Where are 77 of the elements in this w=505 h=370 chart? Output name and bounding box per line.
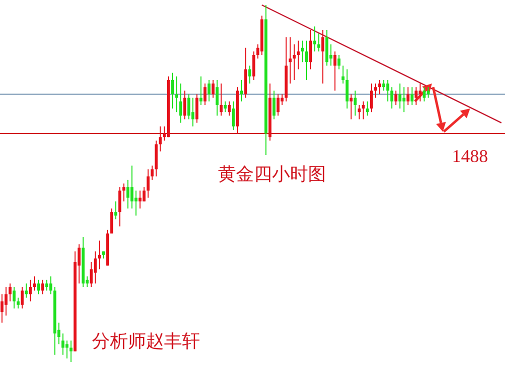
candlestick	[110, 208, 114, 234]
annotation: 1488	[452, 146, 488, 166]
candlestick	[61, 332, 64, 356]
candlestick	[366, 100, 369, 116]
candlestick	[0, 294, 4, 324]
annotation: 黄金四小时图	[218, 164, 326, 184]
candlestick	[94, 250, 97, 284]
candlestick	[382, 79, 386, 92]
candlestick	[350, 94, 353, 120]
candlestick	[24, 282, 28, 298]
candlestick	[272, 90, 276, 120]
candlestick	[28, 279, 32, 302]
candlestick	[422, 86, 426, 102]
candlestick	[410, 86, 414, 106]
candlestick	[300, 40, 304, 63]
candlestick	[402, 86, 406, 113]
candlestick	[4, 286, 8, 316]
candlestick	[183, 90, 186, 120]
candlestick	[90, 262, 93, 288]
candlestick	[212, 79, 215, 98]
candlestick	[134, 190, 138, 216]
candlestick	[276, 94, 280, 116]
candlestick	[228, 100, 231, 116]
candlestick	[333, 50, 336, 92]
candlestick	[362, 100, 365, 120]
candlestick	[114, 200, 118, 220]
candlestick	[240, 79, 243, 102]
candlestick	[204, 83, 206, 106]
candlestick	[394, 90, 398, 106]
candlestick	[8, 282, 12, 302]
candlestick	[195, 94, 198, 124]
candlestick	[70, 340, 72, 362]
candlestick	[199, 76, 202, 106]
candlestick	[20, 286, 24, 309]
annotation: 分析师赵丰轩	[92, 331, 200, 351]
candlestick	[378, 79, 382, 95]
candlestick	[122, 183, 126, 202]
candlestick	[313, 26, 316, 52]
candlestick	[232, 100, 235, 130]
candlestick	[317, 33, 320, 52]
candlestick	[374, 83, 377, 98]
candlestick	[406, 86, 410, 106]
candlestick	[296, 40, 300, 70]
candlestick	[150, 165, 154, 180]
candlestick	[126, 179, 130, 209]
candlestick	[158, 126, 162, 152]
candlestick	[208, 79, 211, 102]
candlestick	[305, 40, 308, 80]
candlestick	[216, 79, 219, 116]
candlestick	[33, 276, 36, 292]
candlestick	[426, 86, 430, 98]
candlestick	[98, 240, 101, 270]
candlestick	[175, 76, 178, 113]
candlestick	[309, 29, 312, 70]
candlestick	[398, 83, 402, 110]
candlestick	[66, 340, 68, 359]
candlestick	[12, 286, 16, 309]
candlestick	[346, 68, 349, 110]
candlestick	[370, 83, 373, 113]
candlestick	[142, 186, 146, 202]
candlestick	[146, 168, 150, 198]
candlestick	[45, 279, 48, 292]
candlestick	[191, 97, 194, 127]
candlestick	[418, 83, 422, 102]
candlestick	[248, 65, 252, 84]
candlestick	[338, 54, 340, 70]
candlestick	[37, 279, 40, 295]
candlestick	[224, 100, 227, 113]
candlestick	[41, 279, 44, 295]
candlestick	[386, 79, 390, 102]
candlestick	[171, 72, 174, 110]
candlestick	[138, 190, 142, 209]
candlestick	[414, 86, 418, 106]
candlestick	[342, 65, 344, 84]
candlestick	[179, 83, 182, 124]
candlestick	[292, 44, 296, 80]
candlestick	[130, 165, 134, 209]
